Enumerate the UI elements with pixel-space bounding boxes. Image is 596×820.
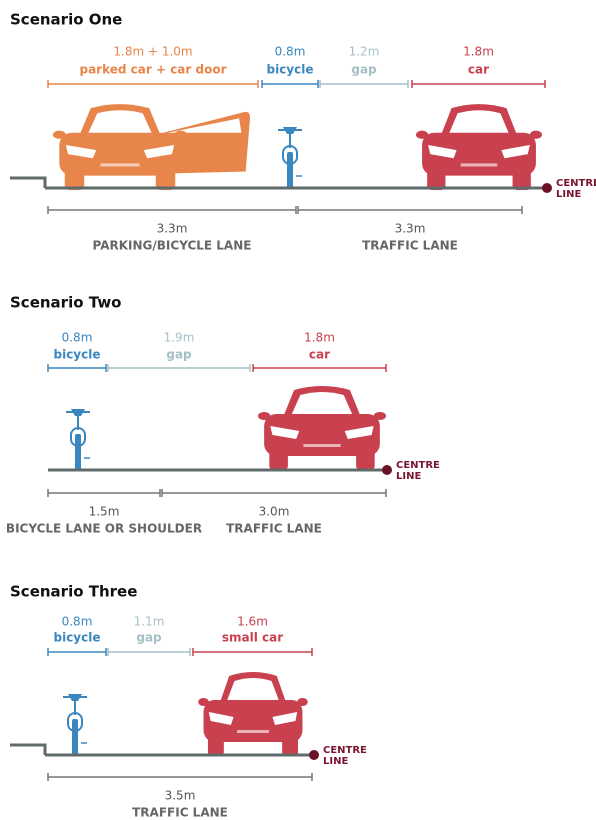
centre-dot bbox=[309, 750, 319, 760]
car-mirror bbox=[258, 412, 270, 420]
car-mirror bbox=[174, 131, 187, 139]
curb bbox=[10, 745, 45, 755]
segment-label: gap bbox=[136, 631, 162, 645]
scenario-title: Scenario Three bbox=[10, 583, 137, 601]
diagram: Scenario One 1.8m + 1.0m parked car + car … bbox=[0, 0, 596, 820]
car-mirror bbox=[297, 698, 308, 706]
car-mirror bbox=[530, 131, 542, 139]
segment-size: 1.8m + 1.0m bbox=[113, 45, 192, 59]
segment-size: 1.8m bbox=[304, 331, 335, 345]
car-mirror bbox=[374, 412, 386, 420]
centre-dot bbox=[382, 465, 392, 475]
car-grille bbox=[303, 444, 340, 447]
centre-dot bbox=[542, 183, 552, 193]
lane-label: PARKING/BICYCLE LANE bbox=[93, 239, 252, 253]
segment-label: bicycle bbox=[266, 63, 313, 77]
segment-label: small car bbox=[222, 631, 283, 645]
segment-size: 1.8m bbox=[463, 45, 494, 59]
bike-wheel bbox=[75, 434, 81, 470]
scenario-title: Scenario One bbox=[10, 11, 122, 29]
lane-size: 3.5m bbox=[165, 789, 196, 803]
lane-label: TRAFFIC LANE bbox=[362, 239, 458, 253]
car-windshield bbox=[88, 110, 153, 135]
segment-label: bicycle bbox=[53, 348, 100, 362]
segment-size: 0.8m bbox=[62, 615, 93, 629]
segment-size: 1.9m bbox=[164, 331, 195, 345]
centre-line-label: CENTRE bbox=[556, 178, 596, 189]
bike-wheel bbox=[72, 719, 78, 755]
segment-label: car bbox=[309, 348, 330, 362]
car-grille bbox=[101, 163, 140, 166]
car bbox=[258, 386, 386, 470]
segment-label: car bbox=[468, 63, 489, 77]
segment-size: 1.2m bbox=[349, 45, 380, 59]
lane-label: TRAFFIC LANE bbox=[226, 522, 322, 536]
lane-label: BICYCLE LANE OR SHOULDER bbox=[6, 522, 202, 536]
lane-label: TRAFFIC LANE bbox=[132, 806, 228, 820]
car bbox=[416, 104, 542, 190]
bike-wheel bbox=[287, 152, 293, 188]
segment-label: gap bbox=[351, 63, 377, 77]
car-mirror bbox=[198, 698, 209, 706]
lane-size: 3.0m bbox=[259, 505, 290, 519]
curb bbox=[10, 178, 45, 188]
car-grille bbox=[237, 730, 269, 733]
segment-size: 1.1m bbox=[134, 615, 165, 629]
car-door-window bbox=[168, 118, 242, 132]
centre-line-label: CENTRE bbox=[323, 745, 367, 756]
car-windshield bbox=[227, 678, 280, 702]
car bbox=[53, 104, 250, 190]
car-windshield bbox=[291, 392, 353, 416]
segment-size: 0.8m bbox=[275, 45, 306, 59]
car-mirror bbox=[53, 131, 66, 139]
centre-line-label: LINE bbox=[556, 189, 581, 200]
car-grille bbox=[461, 163, 498, 166]
segment-label: parked car + car door bbox=[79, 63, 226, 77]
lane-size: 1.5m bbox=[89, 505, 120, 519]
segment-label: gap bbox=[166, 348, 192, 362]
centre-line-label: LINE bbox=[396, 471, 421, 482]
segment-size: 1.6m bbox=[237, 615, 268, 629]
lane-size: 3.3m bbox=[395, 222, 426, 236]
car-windshield bbox=[449, 110, 510, 135]
lane-size: 3.3m bbox=[157, 222, 188, 236]
scenario-title: Scenario Two bbox=[10, 294, 121, 312]
car bbox=[198, 672, 308, 756]
centre-line-label: LINE bbox=[323, 756, 348, 767]
centre-line-label: CENTRE bbox=[396, 460, 440, 471]
segment-label: bicycle bbox=[53, 631, 100, 645]
car-mirror bbox=[416, 131, 428, 139]
segment-size: 0.8m bbox=[62, 331, 93, 345]
